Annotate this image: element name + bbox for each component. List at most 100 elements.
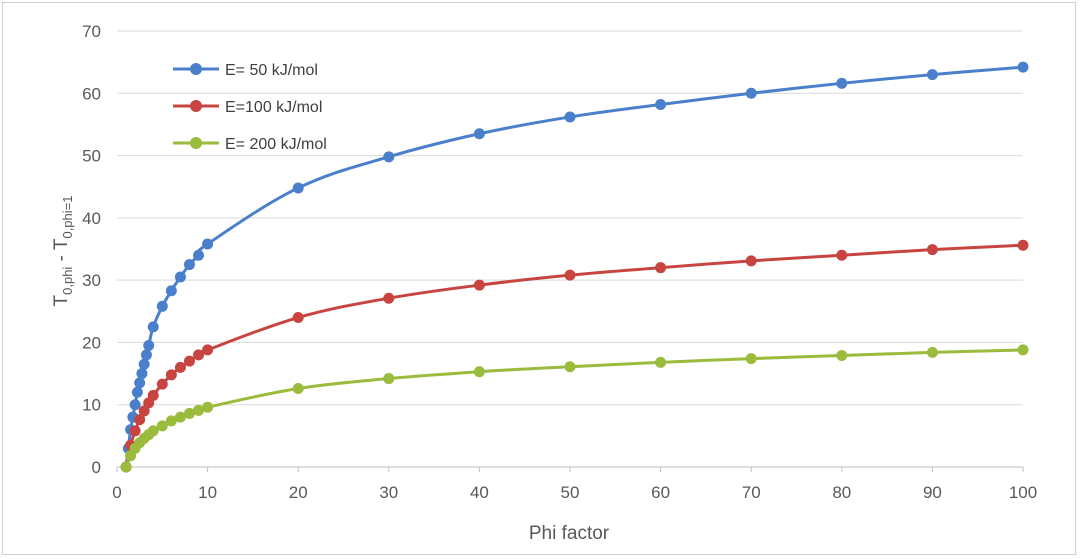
data-point [136,368,148,380]
data-point [655,262,667,274]
legend-entry-3: E= 200 kJ/mol [173,136,327,153]
y-tick-label: 20 [82,333,101,352]
data-point [926,244,938,256]
x-tick-label: 40 [470,483,489,502]
data-point [165,369,177,381]
data-point [383,292,395,304]
data-point [120,461,132,473]
data-point [183,355,195,367]
x-tick-label: 90 [923,483,942,502]
data-point [129,425,141,437]
data-point [147,425,159,437]
y-axis-title-sub1: 0,phi [60,267,75,295]
data-point [836,249,848,261]
data-point [202,238,214,250]
data-point [473,279,485,291]
data-point [383,151,395,163]
x-tick-label: 60 [651,483,670,502]
data-point [745,87,757,99]
legend: E= 50 kJ/mol E=100 kJ/mol E= 200 kJ/mol [173,62,327,153]
legend-entry-2: E=100 kJ/mol [173,99,322,116]
data-point [193,249,205,261]
data-point [564,361,576,373]
data-point [655,98,667,110]
y-tick-label: 0 [92,458,101,477]
series-line [124,243,1025,469]
series-line [124,65,1025,469]
x-tick-label: 100 [1009,483,1037,502]
data-point [202,344,214,356]
data-point [165,415,177,427]
axes [116,466,1024,472]
data-point [156,378,168,390]
data-point [131,386,143,398]
x-tick-label: 70 [742,483,761,502]
data-point [174,361,186,373]
data-point [165,285,177,297]
x-tick-label: 10 [198,483,217,502]
series-2 [120,239,1029,473]
chart: 0 10 20 30 40 50 60 70 0 10 20 30 40 50 60 70 80 90 100 E… [51,22,1037,544]
data-point [564,111,576,123]
data-point [156,300,168,312]
data-point [193,349,205,361]
data-point [174,271,186,283]
legend-marker [190,100,202,112]
legend-label: E= 200 kJ/mol [225,136,327,153]
data-point [193,404,205,416]
data-point [129,399,141,411]
y-axis-title-base: T [51,294,72,306]
x-axis-title: Phi factor [529,523,610,544]
series-1 [120,61,1029,473]
data-point [134,414,146,426]
data-point [292,312,304,324]
legend-marker [190,63,202,75]
data-point [174,411,186,423]
legend-marker [190,137,202,149]
x-tick-labels: 0 10 20 30 40 50 60 70 80 90 100 [112,483,1037,502]
data-point [836,77,848,89]
data-point [134,377,146,389]
gridlines [117,30,1023,406]
data-point [183,259,195,271]
data-point [926,69,938,81]
y-tick-labels: 0 10 20 30 40 50 60 70 [82,22,101,477]
data-point [1017,239,1029,251]
y-axis-title-sub2: 0,phi=1 [60,196,75,239]
data-point [655,356,667,368]
data-point [745,255,757,267]
data-point [143,340,155,352]
y-tick-label: 50 [82,147,101,166]
x-tick-label: 80 [832,483,851,502]
legend-label: E= 50 kJ/mol [225,62,318,79]
x-tick-label: 0 [112,483,121,502]
series-group [120,61,1029,473]
data-point [564,269,576,281]
data-point [292,383,304,395]
series-3 [120,344,1029,473]
data-point [138,405,150,417]
data-point [473,366,485,378]
data-point [140,349,152,361]
data-point [138,358,150,370]
y-tick-label: 60 [82,84,101,103]
y-tick-label: 10 [82,396,101,415]
legend-entry-1: E= 50 kJ/mol [173,62,318,79]
data-point [1017,344,1029,356]
data-point [383,373,395,385]
data-point [926,346,938,358]
data-point [183,407,195,419]
y-axis-title-mid: - T [51,238,72,267]
y-tick-label: 40 [82,209,101,228]
legend-label: E=100 kJ/mol [225,99,322,116]
data-point [473,128,485,140]
data-point [147,321,159,333]
data-point [1017,61,1029,73]
data-point [745,353,757,365]
data-point [156,420,168,432]
x-tick-label: 50 [561,483,580,502]
data-point [202,401,214,413]
y-tick-label: 70 [82,22,101,41]
data-point [836,350,848,362]
